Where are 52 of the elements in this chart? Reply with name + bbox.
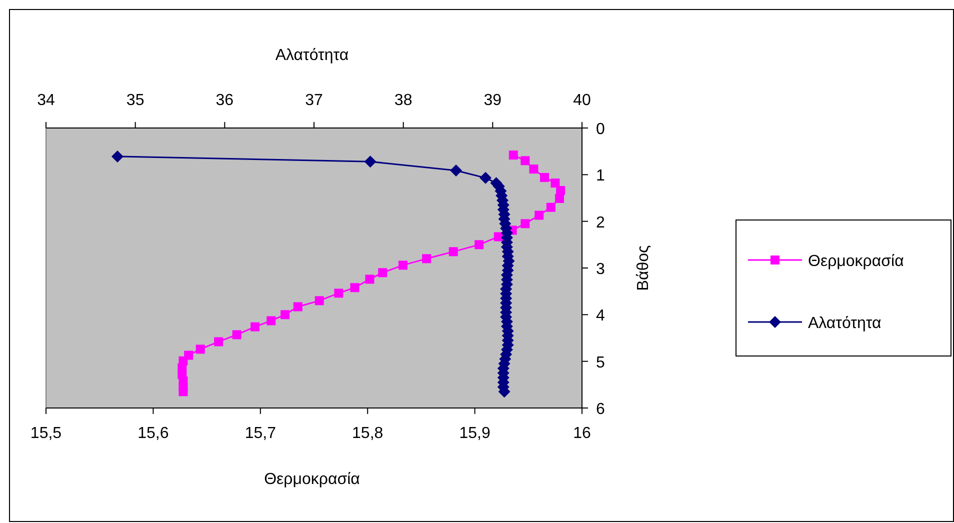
x2-tick-label: 36 <box>216 92 234 109</box>
y-axis-title: Βάθος <box>635 245 652 291</box>
point <box>350 283 360 292</box>
y-tick-label: 2 <box>596 214 605 232</box>
point <box>529 164 538 174</box>
point <box>508 150 518 160</box>
point <box>422 254 432 264</box>
point <box>550 178 560 188</box>
point <box>314 296 324 306</box>
x-tick-label: 15,7 <box>244 425 276 442</box>
point <box>546 202 556 212</box>
point <box>214 337 224 346</box>
x-tick-label: 16 <box>573 425 591 442</box>
point <box>365 274 374 284</box>
point <box>280 310 290 320</box>
legend-label: Θερμοκρασία <box>808 253 904 270</box>
x-tick-label: 15,9 <box>459 425 490 442</box>
point <box>520 219 530 228</box>
point <box>554 194 564 203</box>
point <box>474 240 484 250</box>
point <box>534 210 544 220</box>
y-tick-label: 6 <box>596 401 605 418</box>
x2-tick-label: 39 <box>484 92 502 109</box>
x-tick-label: 15,8 <box>352 425 384 442</box>
y-tick-label: 1 <box>596 168 605 185</box>
x-axis-title: Θερμοκρασία <box>264 471 360 488</box>
y-tick-label: 4 <box>596 308 605 325</box>
point <box>178 387 188 396</box>
point <box>196 344 205 354</box>
point <box>334 288 344 298</box>
x2-tick-label: 35 <box>126 92 144 109</box>
point <box>293 302 302 312</box>
point <box>448 247 458 256</box>
x2-tick-label: 40 <box>573 92 591 109</box>
point <box>398 260 408 270</box>
x2-tick-label: 34 <box>37 92 55 109</box>
legend-label: Αλατότητα <box>808 315 882 332</box>
y-tick-label: 0 <box>596 121 605 138</box>
point <box>378 268 388 278</box>
point <box>250 322 260 332</box>
x-tick-label: 15,5 <box>30 425 62 442</box>
x2-tick-label: 38 <box>394 92 412 109</box>
point <box>232 330 242 340</box>
y-tick-label: 3 <box>596 261 605 278</box>
point <box>520 156 530 166</box>
point <box>540 172 549 182</box>
x2-axis-title: Αλατότητα <box>275 47 349 64</box>
y-tick-label: 5 <box>596 354 605 372</box>
point <box>556 186 566 196</box>
x2-tick-label: 37 <box>305 92 323 109</box>
x-tick-label: 15,6 <box>138 425 169 442</box>
point <box>266 316 276 326</box>
